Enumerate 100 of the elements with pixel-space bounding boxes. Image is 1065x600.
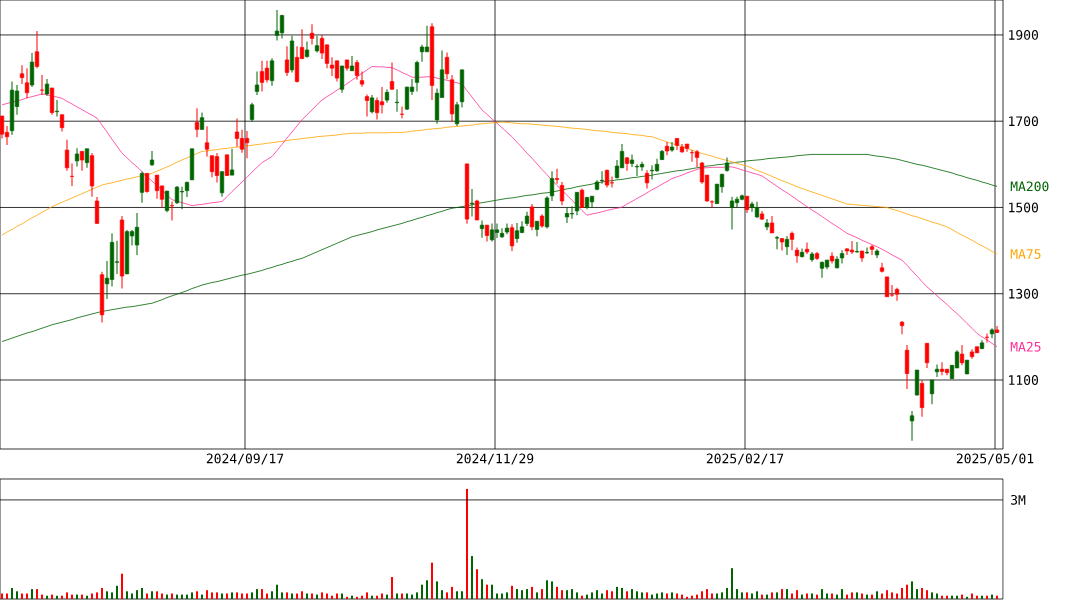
bar [656, 593, 659, 599]
candlestick [839, 249, 845, 265]
candlestick [454, 101, 460, 127]
bar [821, 589, 824, 599]
candlestick [349, 55, 355, 72]
candlestick [339, 65, 345, 94]
bar [716, 593, 719, 599]
candlestick [959, 344, 965, 366]
candlestick [414, 60, 420, 92]
bar [381, 593, 384, 599]
candlestick [224, 154, 230, 177]
candlestick [884, 276, 890, 298]
bar [266, 593, 268, 599]
bar [211, 592, 213, 599]
candlestick [404, 86, 410, 111]
bar [516, 589, 519, 599]
bar [631, 589, 634, 599]
bar [541, 589, 544, 599]
bar [666, 593, 669, 599]
candlestick [899, 320, 905, 335]
candlestick [329, 56, 335, 77]
bar [301, 591, 303, 599]
candlestick [214, 152, 220, 183]
candlestick [499, 227, 505, 239]
bar [736, 589, 739, 599]
candlestick [354, 59, 360, 81]
candlestick [774, 235, 780, 250]
candlestick [234, 118, 240, 148]
bar [1, 593, 3, 599]
bar [391, 576, 393, 599]
x-tick-label: 2025/02/17 [706, 453, 784, 465]
bar [36, 589, 38, 599]
candlestick [319, 34, 325, 60]
series-label: MA200 [1010, 181, 1049, 192]
bar [806, 593, 809, 599]
candlestick [939, 361, 945, 376]
bar [661, 592, 664, 599]
candlestick [274, 9, 280, 42]
bar [356, 596, 359, 599]
candlestick [894, 287, 900, 302]
candlestick [144, 172, 150, 194]
candlestick [164, 190, 170, 213]
bar [876, 591, 879, 599]
bar [236, 592, 238, 599]
x-tick-label: 2025/05/01 [956, 453, 1034, 465]
bar [881, 593, 884, 599]
candlestick [209, 155, 215, 178]
bar [421, 584, 424, 599]
bar [96, 592, 98, 599]
ref-line-label: 3M [1011, 495, 1026, 505]
candlestick [579, 187, 585, 208]
candlestick [599, 170, 605, 185]
candlestick [394, 88, 400, 113]
bar [741, 592, 744, 599]
bar [551, 581, 554, 599]
bar [566, 590, 569, 599]
candlestick [794, 247, 800, 264]
bar [811, 593, 814, 599]
candlestick [229, 148, 235, 176]
bar [591, 592, 594, 599]
candlestick [154, 174, 160, 200]
bar [626, 591, 629, 599]
candlestick [219, 171, 225, 198]
candlestick [729, 196, 735, 230]
y-tick-label: 1500 [1009, 202, 1038, 213]
bar [706, 589, 709, 599]
bar [611, 591, 614, 599]
bar [606, 590, 609, 599]
bar [431, 562, 434, 599]
candlestick [574, 191, 580, 216]
candlestick [29, 52, 35, 88]
bar [936, 593, 939, 599]
bar [491, 584, 494, 599]
bar [306, 593, 308, 599]
bar [406, 593, 409, 599]
candlestick [94, 196, 100, 224]
bar [636, 591, 639, 599]
candlestick [309, 23, 315, 45]
bar [536, 592, 539, 599]
bar [616, 586, 619, 599]
candlestick [629, 153, 635, 168]
bar [471, 556, 474, 599]
bar [451, 586, 454, 599]
candlestick [844, 247, 850, 256]
bar [621, 587, 624, 599]
candlestick [264, 60, 270, 83]
candlestick [909, 410, 915, 442]
candlestick [669, 141, 675, 153]
candlestick [24, 67, 30, 99]
bar [671, 592, 674, 599]
bar [561, 590, 564, 599]
candlestick [314, 35, 320, 54]
candlestick [564, 206, 570, 224]
bar [556, 586, 559, 599]
bar [191, 592, 193, 599]
candlestick [194, 107, 200, 138]
bar [481, 579, 483, 599]
bar [901, 587, 904, 599]
candlestick [624, 156, 630, 172]
bar [906, 584, 909, 599]
